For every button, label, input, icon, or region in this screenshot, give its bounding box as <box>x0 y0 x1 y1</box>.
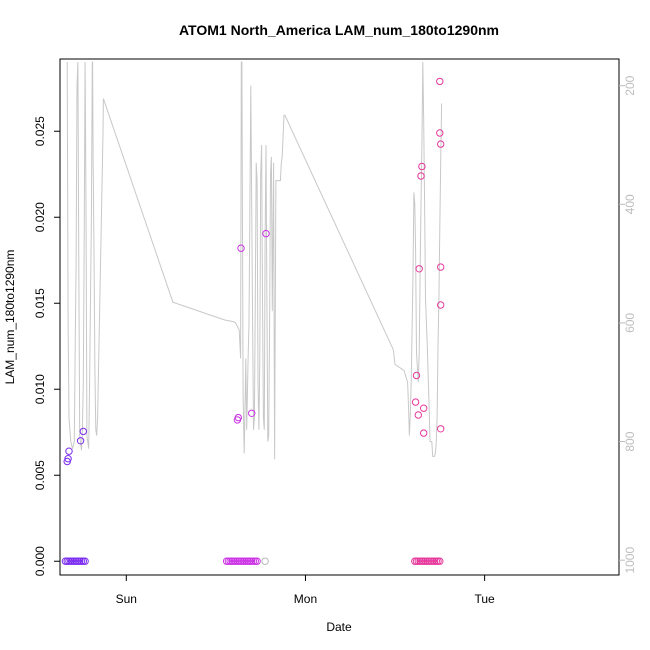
data-point-0-1 <box>64 455 72 463</box>
data-point-2-6 <box>420 429 428 437</box>
data-point-1-2 <box>237 244 245 252</box>
data-point-1-4 <box>262 229 270 238</box>
y-tick-label-3: 0.015 <box>33 288 47 318</box>
y-tick-label-5: 0.025 <box>33 116 47 146</box>
data-point-2-3 <box>414 411 422 419</box>
y-tick-label-4: 0.020 <box>33 202 47 232</box>
data-point-1-22 <box>253 557 261 565</box>
y-axis: 0.000 0.005 0.010 0.015 0.020 0.025 <box>33 116 60 576</box>
data-point-2-1 <box>411 398 420 406</box>
data-point-0-4 <box>79 427 88 436</box>
y-tick-label-2: 0.010 <box>33 374 47 404</box>
pressure-line <box>66 61 443 460</box>
data-point-2-12 <box>437 301 445 309</box>
data-point-2-8 <box>436 77 444 86</box>
x-axis: Sun Mon Tue <box>116 575 495 606</box>
data-point-0-2 <box>65 447 73 455</box>
data-point-1-3 <box>248 409 256 417</box>
x-tick-label-0: Sun <box>116 592 137 606</box>
plot-area <box>61 61 445 565</box>
y2-tick-label-2: 600 <box>623 313 637 333</box>
y2-tick-label-0: 200 <box>623 75 637 95</box>
data-point-0-16 <box>81 557 89 565</box>
data-point-2-5 <box>418 162 426 171</box>
data-point-2-10 <box>437 140 445 148</box>
plot-frame <box>59 58 620 576</box>
data-point-2-7 <box>420 404 428 412</box>
x-axis-label: Date <box>326 620 352 634</box>
secondary-y-axis: 200 400 600 800 1000 <box>619 75 637 574</box>
data-point-2-13 <box>437 425 445 433</box>
data-point-2-28 <box>436 557 444 565</box>
y-tick-label-1: 0.005 <box>33 460 47 490</box>
data-point-0-3 <box>76 437 85 445</box>
data-point-1-1 <box>234 413 243 422</box>
data-point-2-9 <box>436 129 444 137</box>
x-tick-label-1: Mon <box>294 592 317 606</box>
data-point-2-2 <box>415 265 423 273</box>
x-tick-label-2: Tue <box>475 592 496 606</box>
y2-tick-label-4: 1000 <box>623 547 637 574</box>
y2-tick-label-1: 400 <box>623 194 637 214</box>
y2-tick-label-3: 800 <box>623 431 637 451</box>
chart-title: ATOM1 North_America LAM_num_180to1290nm <box>179 22 499 38</box>
data-point-2-0 <box>412 371 421 380</box>
data-point-2-11 <box>437 263 445 271</box>
data-point-2-4 <box>417 172 425 180</box>
y-tick-label-0: 0.000 <box>33 546 47 576</box>
y-axis-label: LAM_num_180to1290nm <box>3 250 17 385</box>
data-point-3-0 <box>261 557 269 565</box>
